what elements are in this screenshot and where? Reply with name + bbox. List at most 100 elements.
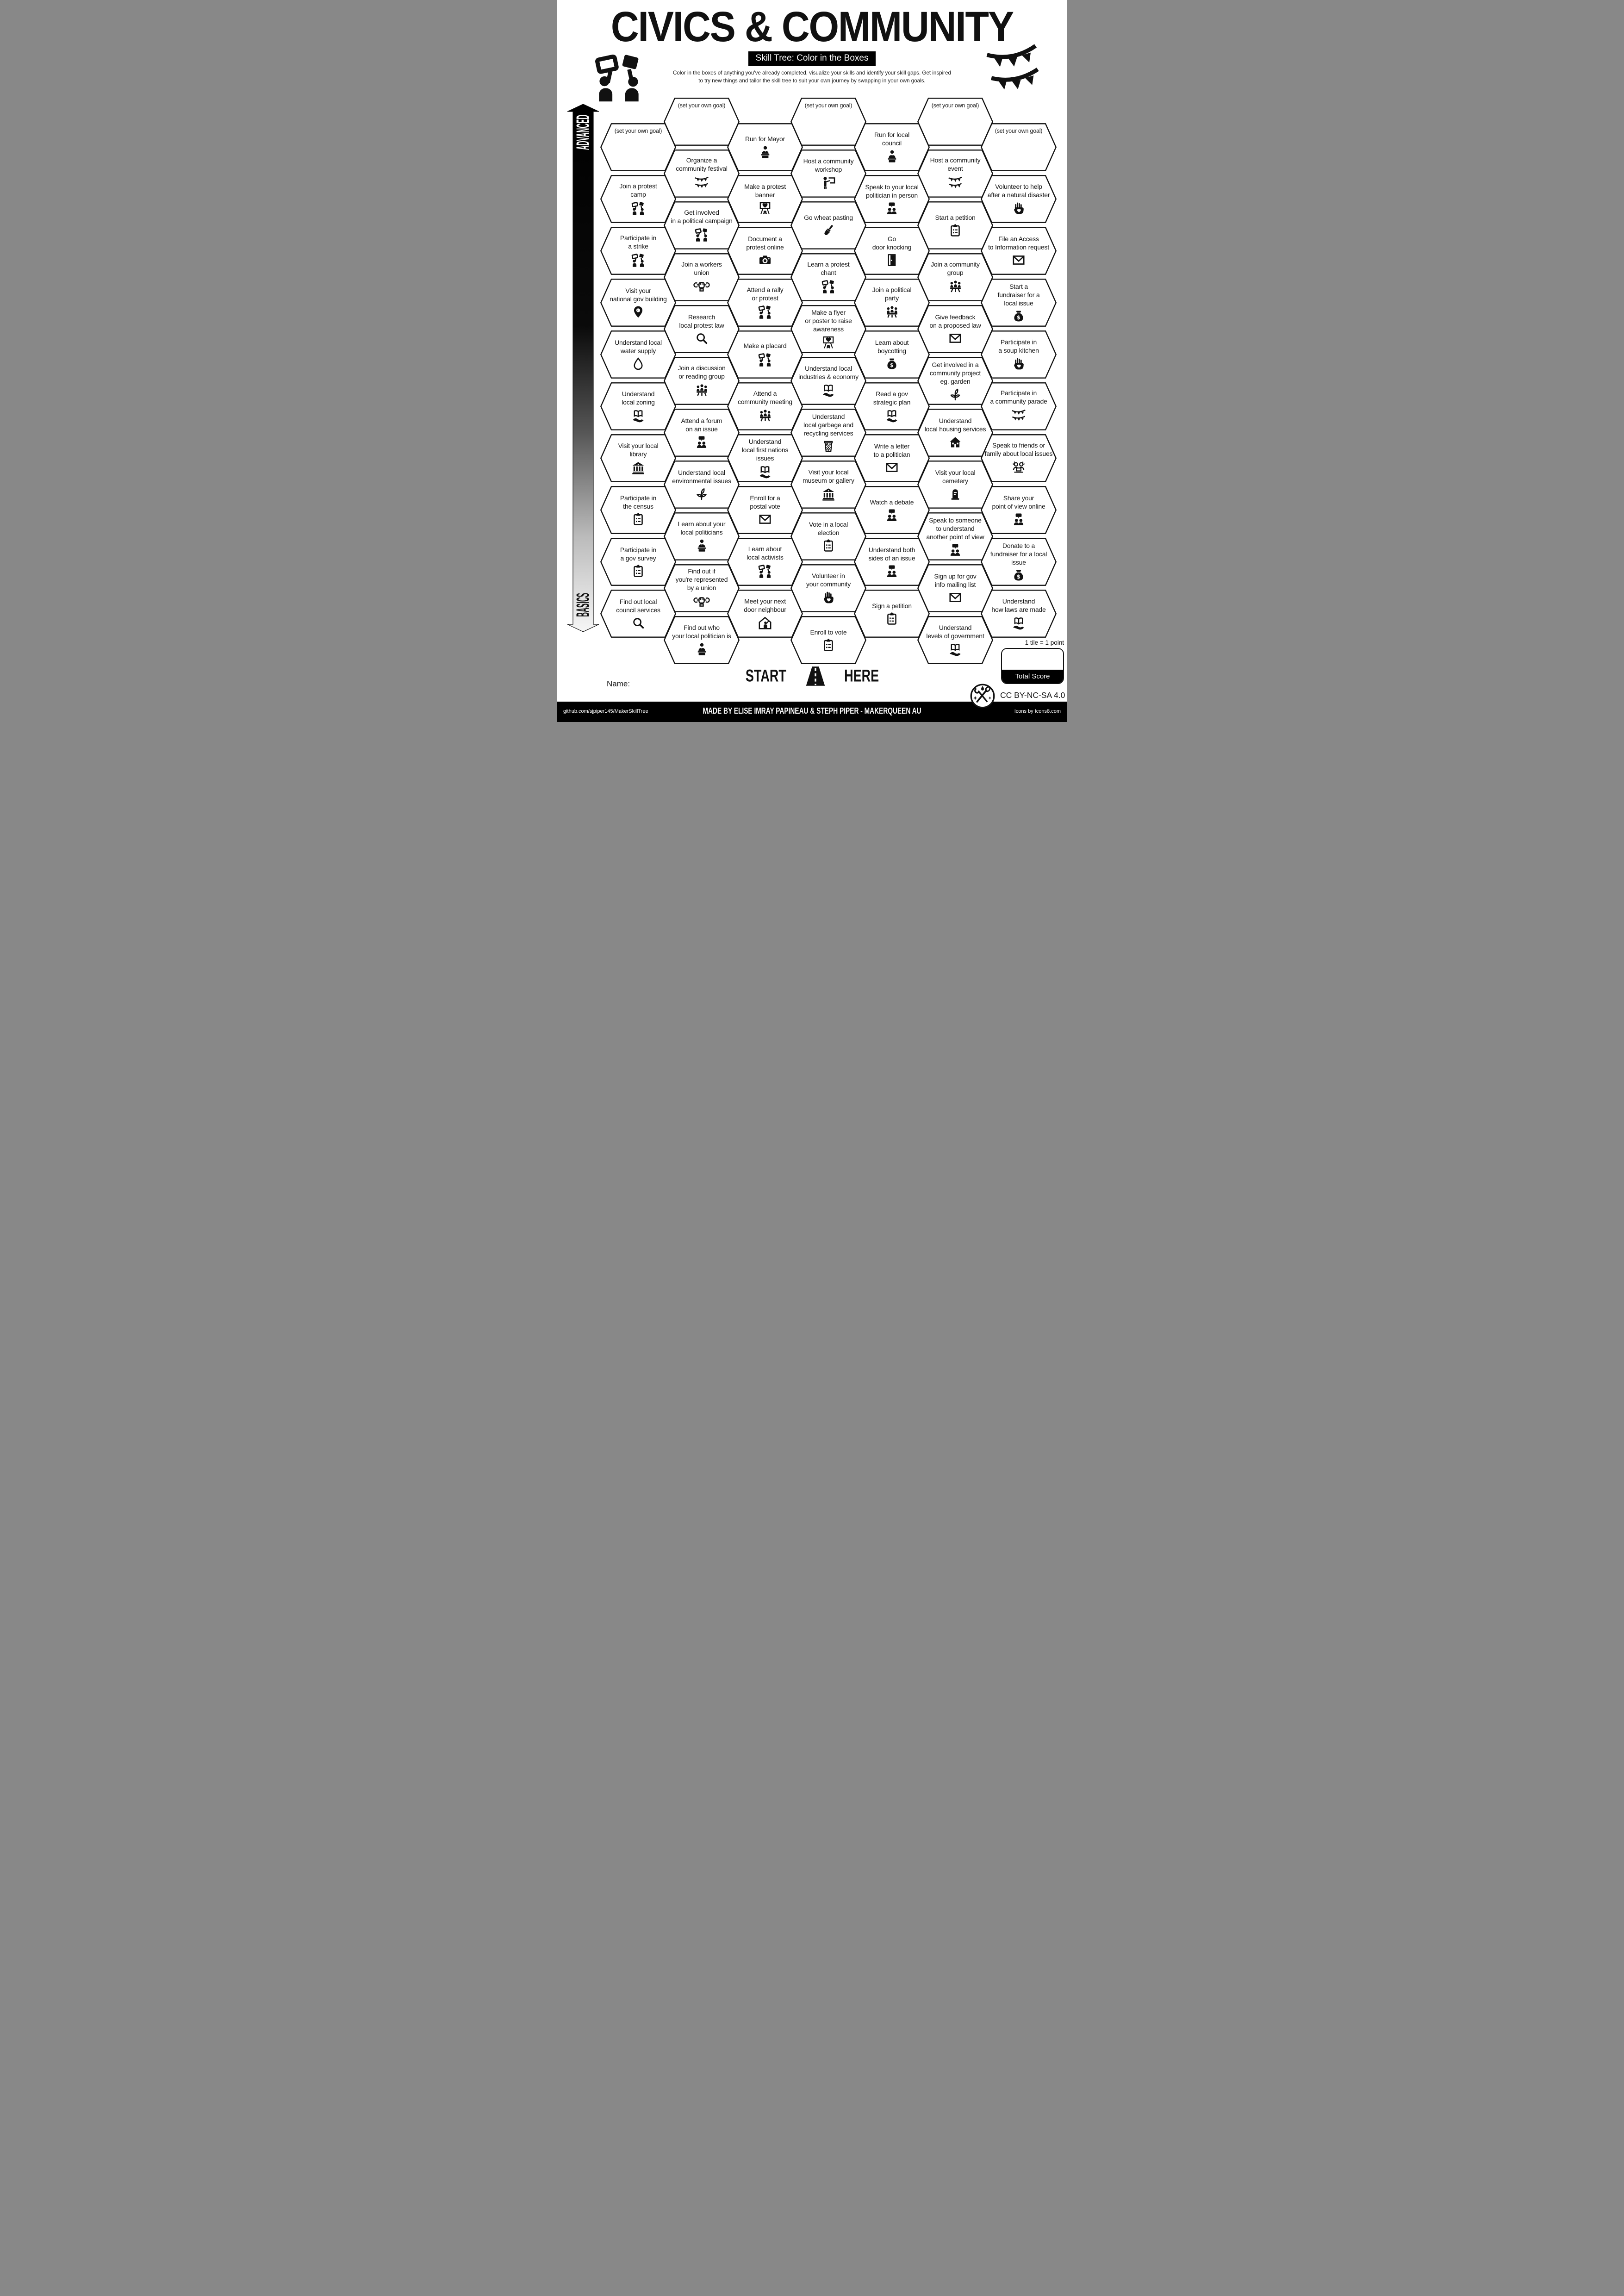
skill-tile[interactable]: Learn about your local politicians	[664, 512, 740, 560]
skill-tile[interactable]: Visit your local museum or gallery	[790, 460, 866, 509]
skill-tile[interactable]: Volunteer to help after a natural disaste…	[981, 175, 1057, 223]
advanced-label: ADVANCED	[572, 114, 593, 150]
people2-speech-icon	[694, 435, 709, 449]
skill-tile[interactable]: Get involved in a political campaign	[664, 201, 740, 249]
skill-tile[interactable]: Start a fundraiser for a local issue	[981, 279, 1057, 327]
banner-icon	[757, 200, 773, 216]
skill-tile[interactable]: Go wheat pasting	[790, 201, 866, 249]
score-fill-area[interactable]	[1002, 649, 1063, 670]
subtitle-banner: Skill Tree: Color in the Boxes	[557, 51, 1067, 66]
skill-tile[interactable]: Sign up for gov info mailing list	[917, 564, 993, 612]
clipboard-icon	[821, 538, 836, 553]
skill-tile[interactable]: Understand local housing services	[917, 409, 993, 457]
droplet-icon	[631, 356, 646, 371]
skill-tile[interactable]: Find out local council services	[600, 590, 676, 638]
plant-icon	[694, 486, 709, 501]
skill-tree-poster: CIVICS & COMMUNITY Skill Tree: Color in …	[557, 0, 1067, 722]
skill-tile[interactable]: Understand both sides of an issue	[854, 538, 930, 586]
tile-label: Visit your national gov building	[610, 286, 667, 303]
tomb-icon	[948, 486, 963, 501]
skill-tile[interactable]: Join a protest camp	[600, 175, 676, 223]
protesters-icon	[630, 200, 647, 217]
goal-tile[interactable]: (set your own goal)	[981, 123, 1057, 171]
skill-tile[interactable]: Join a community group	[917, 253, 993, 301]
skill-tile[interactable]: Document a protest online	[727, 227, 803, 275]
skill-tile[interactable]: Enroll for a postal vote	[727, 486, 803, 534]
tile-label: Participate in a strike	[620, 234, 657, 250]
skill-tile[interactable]: Find out if you're represented by a union	[664, 564, 740, 612]
tile-label: Document a protest online	[746, 235, 784, 251]
skill-tile[interactable]: Find out who your local politician is	[664, 616, 740, 664]
skill-tile[interactable]: Speak to someone to understand another poi…	[917, 512, 993, 560]
banner-icon	[821, 335, 836, 350]
skill-tile[interactable]: Attend a community meeting	[727, 382, 803, 430]
name-field[interactable]	[646, 671, 769, 688]
skill-tile[interactable]: Understand local environmental issues	[664, 460, 740, 509]
house-person-icon	[757, 615, 773, 631]
goal-tile[interactable]: (set your own goal)	[790, 98, 866, 146]
tile-label: Start a petition	[935, 213, 976, 221]
skill-tile[interactable]: Participate in a community parade	[981, 382, 1057, 430]
tile-label: Understand local zoning	[622, 390, 655, 406]
tile-label: Sign a petition	[872, 602, 912, 610]
skill-tile[interactable]: Participate in a soup kitchen	[981, 330, 1057, 379]
tile-label: Learn about boycotting	[875, 338, 909, 355]
people2-speech-icon	[884, 201, 899, 216]
hand-heart-icon	[1011, 356, 1027, 371]
bunting-icon	[946, 174, 964, 192]
skill-tile[interactable]: Join a political party	[854, 279, 930, 327]
skill-tile[interactable]: Enroll to vote	[790, 616, 866, 664]
tile-label: Host a community event	[930, 156, 981, 172]
tile-label: Start a fundraiser for a local issue	[997, 282, 1040, 307]
envelope-icon	[948, 590, 963, 605]
tile-label: Sign up for gov info mailing list	[934, 572, 977, 588]
people3-icon	[884, 304, 900, 320]
skill-tile[interactable]: Understand how laws are made	[981, 590, 1057, 638]
skill-tile[interactable]: Research local protest law	[664, 305, 740, 353]
tile-label: Make a protest banner	[744, 182, 786, 199]
tile-label: Visit your local cemetery	[935, 468, 976, 485]
goal-tile[interactable]: (set your own goal)	[917, 98, 993, 146]
skill-tile[interactable]: Learn about local activists	[727, 538, 803, 586]
skill-tile[interactable]: Start a petition	[917, 201, 993, 249]
skill-tile[interactable]: Speak to your local politician in person	[854, 175, 930, 223]
skill-tile[interactable]: Get involved in a community project eg. ga…	[917, 357, 993, 405]
tile-label: Participate in a soup kitchen	[998, 338, 1039, 354]
moneybag-icon	[884, 356, 899, 371]
total-score-label: Total Score	[1002, 670, 1063, 683]
skill-tile[interactable]: Visit your local library	[600, 434, 676, 482]
person-icon	[694, 538, 709, 553]
skill-tile[interactable]: Understand local zoning	[600, 382, 676, 430]
skill-tile[interactable]: Donate to a fundraiser for a local issue	[981, 538, 1057, 586]
tile-label: Donate to a fundraiser for a local issue	[990, 541, 1047, 566]
plant-icon	[948, 387, 963, 402]
footer-bar: github.com/sjpiper145/MakerSkillTree MAD…	[557, 702, 1067, 722]
skill-tile[interactable]: Understand local industries & economy	[790, 357, 866, 405]
total-score-box[interactable]: Total Score	[1001, 648, 1064, 684]
skill-tile[interactable]: Attend a rally or protest	[727, 279, 803, 327]
protesters-icon	[693, 226, 710, 243]
tile-label: Understand local housing services	[924, 417, 986, 433]
camera-icon	[758, 253, 772, 268]
footer-credit: MADE BY ELISE IMRAY PAPINEAU & STEPH PIP…	[703, 706, 921, 716]
tile-label: Find out who your local politician is	[672, 624, 731, 640]
goal-tile-label: (set your own goal)	[995, 128, 1043, 134]
skill-tile[interactable]: Join a discussion or reading group	[664, 357, 740, 405]
tile-label: Learn about local activists	[747, 545, 784, 561]
pin-icon	[631, 305, 646, 319]
skill-tile[interactable]: File an Access to Information request	[981, 227, 1057, 275]
goal-tile[interactable]: (set your own goal)	[664, 98, 740, 146]
skill-tile[interactable]: Learn a protest chant	[790, 253, 866, 301]
tile-label: Get involved in a community project eg. ga…	[929, 361, 981, 385]
skill-tile[interactable]: Share your point of view online	[981, 486, 1057, 534]
protesters-icon	[588, 48, 649, 107]
skill-tile[interactable]: Speak to friends or family about local is…	[981, 434, 1057, 482]
skill-tile[interactable]: Join a workers union	[664, 253, 740, 301]
tile-label: File an Access to Information request	[988, 235, 1049, 251]
skill-tile[interactable]: Understand local first nations issues	[727, 434, 803, 482]
tile-label: Attend a forum on an issue	[681, 417, 722, 433]
skill-tile[interactable]: Give feedback on a proposed law	[917, 305, 993, 353]
skill-tile[interactable]: Read a gov strategic plan	[854, 382, 930, 430]
people3-icon	[757, 407, 773, 423]
bunting-icon	[975, 32, 1053, 107]
